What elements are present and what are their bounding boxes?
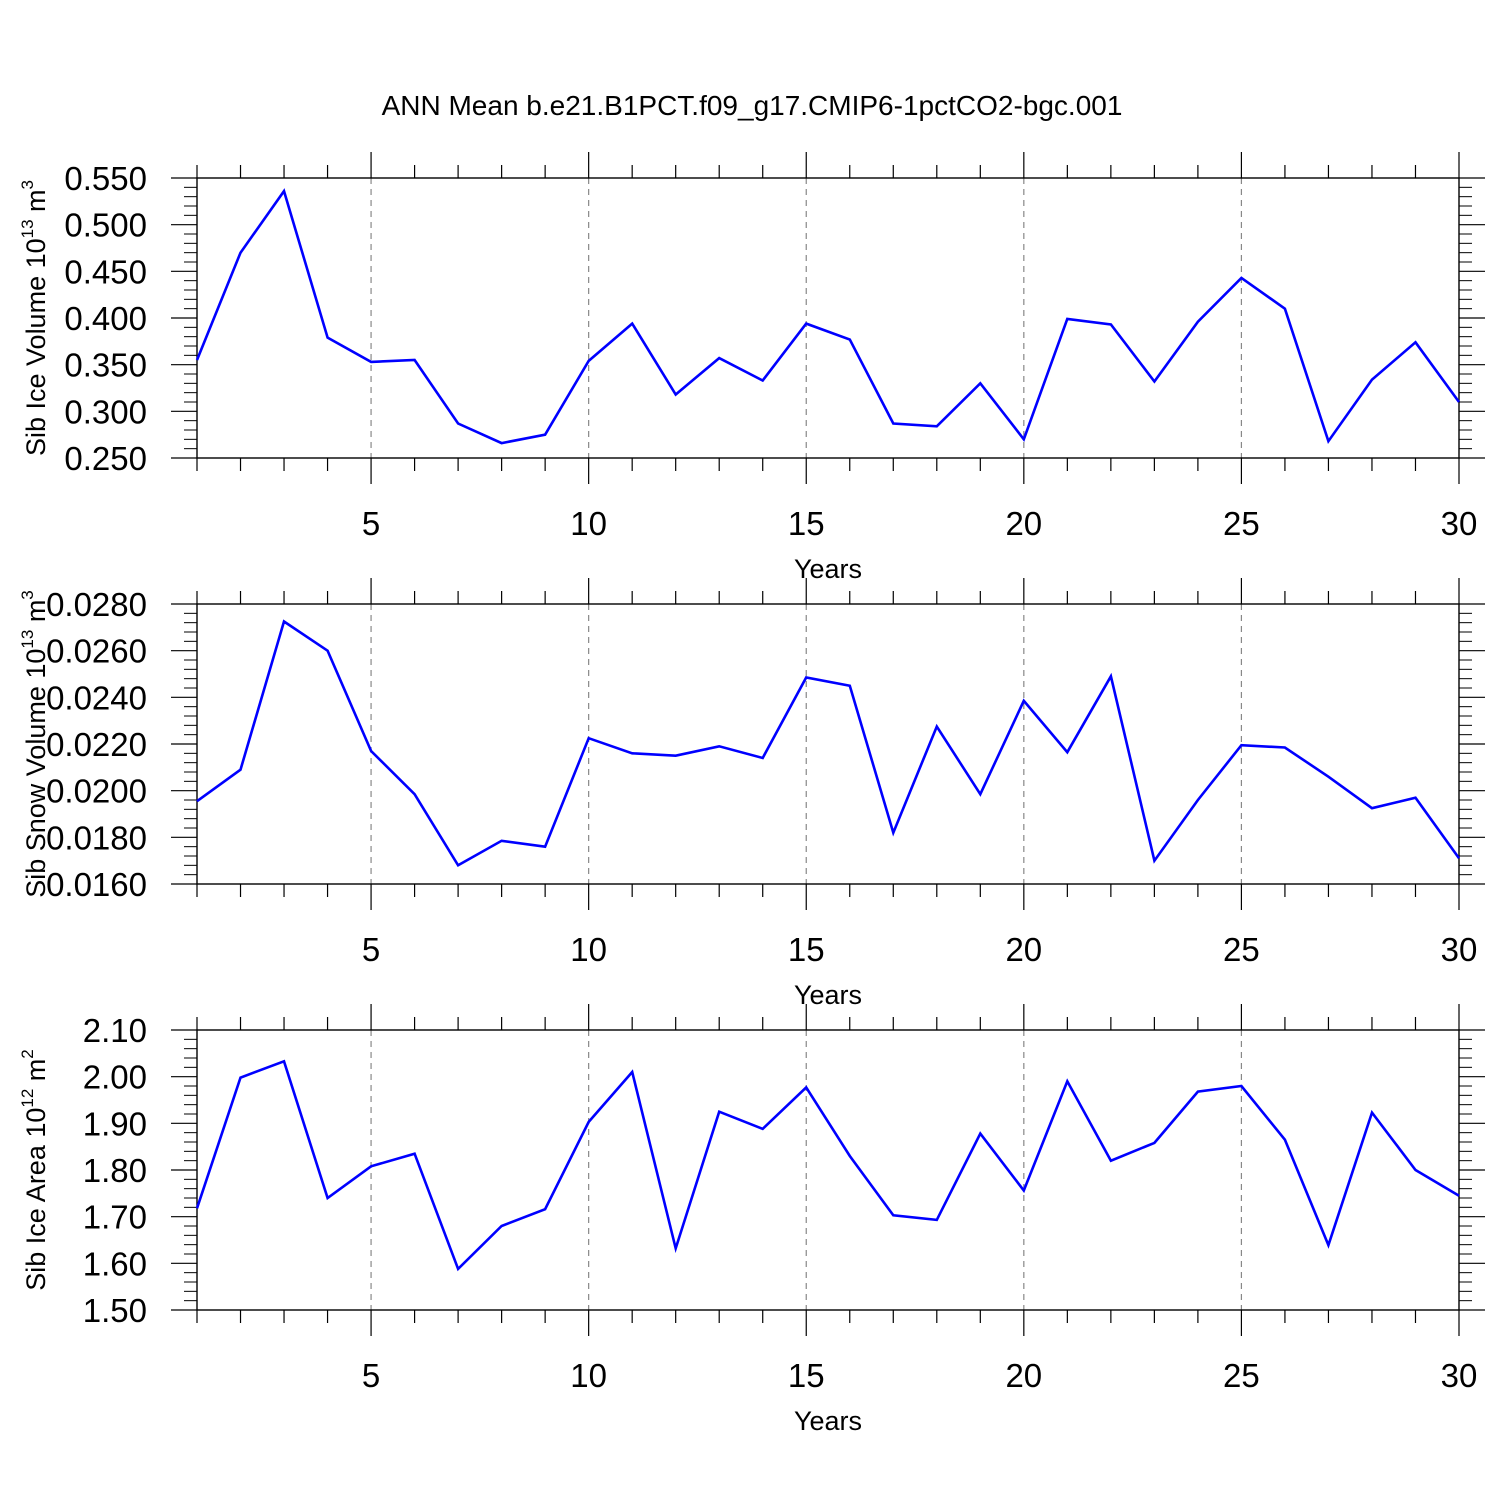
- y-tick-label: 0.250: [64, 440, 147, 477]
- y-tick-label: 0.300: [64, 393, 147, 430]
- x-axis-title: Years: [794, 554, 862, 584]
- y-axis-title-superscript: 2: [18, 1049, 37, 1058]
- x-tick-label: 25: [1223, 1357, 1260, 1394]
- y-tick-label: 0.550: [64, 160, 147, 197]
- y-tick-label: 0.450: [64, 253, 147, 290]
- y-axis-title-superscript: 3: [18, 590, 37, 599]
- y-tick-label: 0.500: [64, 207, 147, 244]
- y-axis-title-part: m: [21, 1059, 51, 1089]
- y-axis-title-superscript: 12: [18, 1089, 37, 1108]
- panel-3: 5 10 15 20 25 30 Years 1.50 1.60 1.70 1.80 1.90 2.00…: [18, 1004, 1485, 1436]
- y-tick-label: 2.00: [83, 1059, 147, 1096]
- x-tick-label: 30: [1441, 931, 1478, 968]
- x-tick-label: 20: [1005, 1357, 1042, 1394]
- panel-2: 5 10 15 20 25 30 Years 0.0160 0.0180 0.0200 0.0220…: [18, 578, 1485, 1010]
- series-line: [196, 619, 1461, 868]
- x-tick-label: 25: [1223, 505, 1260, 542]
- y-axis-title-superscript: 13: [18, 219, 37, 238]
- y-tick-label: 0.400: [64, 300, 147, 337]
- y-axis-title-superscript: 13: [18, 630, 37, 649]
- x-tick-label: 10: [570, 1357, 607, 1394]
- x-tick-label: 5: [362, 505, 380, 542]
- x-axis-title: Years: [794, 1406, 862, 1436]
- y-tick-label: 0.0280: [46, 586, 147, 623]
- y-axis-title-part: Sib Ice Volume 10: [21, 238, 51, 456]
- series-line: [195, 188, 1461, 445]
- y-tick-label: 0.0260: [46, 633, 147, 670]
- y-axis-title-part: m: [21, 600, 51, 630]
- panels: 5 10 15 20 25 30Years0.2500.3000.3500.4000.45…: [18, 152, 1485, 1436]
- x-tick-label: 30: [1441, 505, 1478, 542]
- y-tick-label: 0.0240: [46, 679, 147, 716]
- chart-title: ANN Mean b.e21.B1PCT.f09_g17.CMIP6-1pctC…: [382, 90, 1123, 121]
- y-tick-label: 0.0220: [46, 726, 147, 763]
- y-axis-title-part: Sib Ice Area 10: [21, 1108, 51, 1291]
- y-tick-label: 1.60: [83, 1245, 147, 1282]
- series-line: [195, 1059, 1460, 1272]
- x-tick-label: 5: [362, 931, 380, 968]
- y-tick-label: 1.90: [83, 1105, 147, 1142]
- x-tick-label: 15: [788, 931, 825, 968]
- panel-1: 5 10 15 20 25 30 Years 0.250 0.300 0.350 0.400 0.45…: [18, 152, 1485, 584]
- y-tick-label: 0.0200: [46, 773, 147, 810]
- y-axis-title-part: m: [21, 189, 51, 219]
- x-tick-label: 15: [788, 505, 825, 542]
- y-tick-label: 0.0160: [46, 866, 147, 903]
- x-tick-label: 25: [1223, 931, 1260, 968]
- y-axis-title: Sib Ice Area 1012 m2: [18, 1049, 51, 1291]
- y-axis-title-part: Sib Snow Volume 10: [21, 649, 51, 898]
- y-tick-label: 1.70: [83, 1199, 147, 1236]
- x-axis-title: Years: [794, 980, 862, 1010]
- x-tick-label: 15: [788, 1357, 825, 1394]
- y-axis-title-superscript: 3: [18, 180, 37, 189]
- x-tick-label: 5: [362, 1357, 380, 1394]
- x-tick-label: 10: [570, 505, 607, 542]
- y-tick-label: 0.0180: [46, 819, 147, 856]
- y-tick-label: 1.50: [83, 1292, 147, 1329]
- x-tick-label: 10: [570, 931, 607, 968]
- y-axis-title: Sib Ice Volume 1013 m3: [18, 180, 51, 456]
- x-tick-label: 30: [1441, 1357, 1478, 1394]
- x-tick-label: 20: [1005, 931, 1042, 968]
- y-axis-title: Sib Snow Volume 1013 m3: [18, 590, 51, 898]
- y-tick-label: 2.10: [83, 1012, 147, 1049]
- x-tick-label: 20: [1005, 505, 1042, 542]
- y-tick-label: 0.350: [64, 347, 147, 384]
- y-tick-label: 1.80: [83, 1152, 147, 1189]
